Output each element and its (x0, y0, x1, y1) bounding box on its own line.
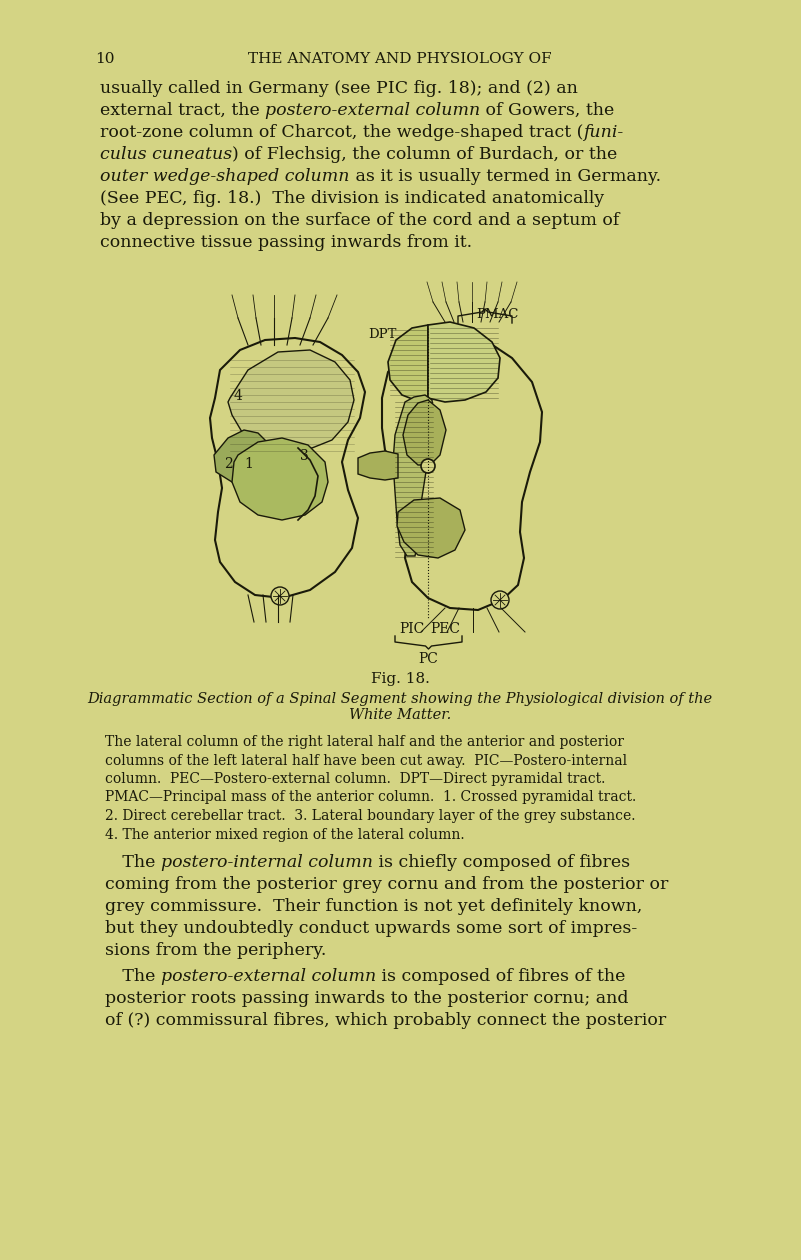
Text: Diagrammatic Section of a Spinal Segment showing the Physiological division of t: Diagrammatic Section of a Spinal Segment… (87, 692, 713, 722)
Polygon shape (397, 498, 465, 558)
Text: 2: 2 (224, 457, 233, 471)
Text: external tract, the: external tract, the (100, 102, 265, 118)
Text: DPT: DPT (368, 328, 396, 341)
Text: sions from the periphery.: sions from the periphery. (105, 942, 326, 959)
Text: coming from the posterior grey cornu and from the posterior or: coming from the posterior grey cornu and… (105, 876, 668, 893)
Text: 4: 4 (234, 389, 243, 403)
Text: ) of Flechsig, the column of Burdach, or the: ) of Flechsig, the column of Burdach, or… (232, 146, 618, 163)
Text: by a depression on the surface of the cord and a septum of: by a depression on the surface of the co… (100, 212, 619, 229)
Text: column.  PEC—Postero-external column.  DPT—Direct pyramidal tract.: column. PEC—Postero-external column. DPT… (105, 772, 606, 786)
Text: columns of the left lateral half have been cut away.  PIC—Postero-internal: columns of the left lateral half have be… (105, 753, 627, 767)
Text: as it is usually termed in Germany.: as it is usually termed in Germany. (349, 168, 661, 185)
Polygon shape (228, 350, 354, 450)
Polygon shape (358, 451, 398, 480)
Text: 3: 3 (300, 449, 308, 462)
Polygon shape (214, 430, 270, 483)
Text: PIC: PIC (400, 622, 425, 636)
Text: The lateral column of the right lateral half and the anterior and posterior: The lateral column of the right lateral … (105, 735, 624, 748)
Text: root-zone column of Charcot, the wedge-shaped tract (: root-zone column of Charcot, the wedge-s… (100, 123, 583, 141)
Polygon shape (428, 323, 500, 402)
Text: 10: 10 (95, 52, 115, 66)
Text: funi-: funi- (583, 123, 624, 141)
Polygon shape (388, 325, 428, 399)
Circle shape (491, 591, 509, 609)
Text: PMAC—Principal mass of the anterior column.  1. Crossed pyramidal tract.: PMAC—Principal mass of the anterior colu… (105, 790, 636, 804)
Polygon shape (382, 334, 542, 610)
Text: THE ANATOMY AND PHYSIOLOGY OF: THE ANATOMY AND PHYSIOLOGY OF (248, 52, 552, 66)
Text: PMAC: PMAC (476, 307, 518, 321)
Text: postero-external column: postero-external column (265, 102, 481, 118)
Text: of Gowers, the: of Gowers, the (481, 102, 614, 118)
Text: is chiefly composed of fibres: is chiefly composed of fibres (373, 854, 630, 871)
Text: but they undoubtedly conduct upwards some sort of impres-: but they undoubtedly conduct upwards som… (105, 920, 638, 937)
Circle shape (271, 587, 289, 605)
Text: grey commissure.  Their function is not yet definitely known,: grey commissure. Their function is not y… (105, 898, 642, 915)
Text: The: The (105, 854, 161, 871)
Text: postero-internal column: postero-internal column (161, 854, 373, 871)
Text: culus cuneatus: culus cuneatus (100, 146, 232, 163)
Text: Fig. 18.: Fig. 18. (371, 672, 429, 685)
Text: (See PEC, fig. 18.)  The division is indicated anatomically: (See PEC, fig. 18.) The division is indi… (100, 190, 604, 207)
Text: The: The (105, 968, 161, 985)
Text: postero-external column: postero-external column (161, 968, 376, 985)
Text: posterior roots passing inwards to the posterior cornu; and: posterior roots passing inwards to the p… (105, 990, 629, 1007)
Polygon shape (232, 438, 328, 520)
Text: 4. The anterior mixed region of the lateral column.: 4. The anterior mixed region of the late… (105, 828, 465, 842)
Text: connective tissue passing inwards from it.: connective tissue passing inwards from i… (100, 234, 472, 251)
Polygon shape (393, 394, 434, 556)
Text: outer wedge-shaped column: outer wedge-shaped column (100, 168, 349, 185)
Polygon shape (403, 399, 446, 465)
Text: is composed of fibres of the: is composed of fibres of the (376, 968, 626, 985)
Text: 2. Direct cerebellar tract.  3. Lateral boundary layer of the grey substance.: 2. Direct cerebellar tract. 3. Lateral b… (105, 809, 635, 823)
Text: PEC: PEC (430, 622, 460, 636)
Text: 1: 1 (244, 457, 253, 471)
Circle shape (421, 459, 435, 472)
Text: of (?) commissural fibres, which probably connect the posterior: of (?) commissural fibres, which probabl… (105, 1012, 666, 1029)
Text: PC: PC (418, 651, 438, 667)
Text: usually called in Germany (see PIC fig. 18); and (2) an: usually called in Germany (see PIC fig. … (100, 79, 578, 97)
Polygon shape (210, 338, 365, 598)
